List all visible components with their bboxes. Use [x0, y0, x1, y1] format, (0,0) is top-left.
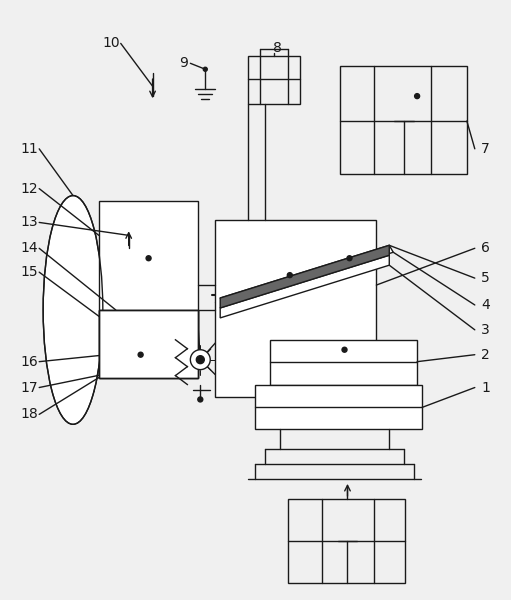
Bar	[255, 385, 422, 429]
Text: 15: 15	[20, 265, 38, 279]
Text: 6: 6	[481, 241, 490, 255]
Polygon shape	[220, 255, 389, 318]
Circle shape	[287, 272, 292, 278]
Circle shape	[414, 94, 420, 98]
Ellipse shape	[43, 196, 103, 424]
Circle shape	[342, 347, 347, 352]
Circle shape	[347, 256, 352, 261]
Text: 5: 5	[481, 271, 490, 285]
Text: 7: 7	[481, 142, 490, 156]
Bar	[99, 310, 198, 377]
Circle shape	[146, 256, 151, 261]
Text: 16: 16	[20, 355, 38, 368]
Circle shape	[138, 352, 143, 357]
Text: 4: 4	[481, 298, 490, 312]
Text: 12: 12	[20, 182, 38, 196]
Bar	[99, 310, 198, 377]
Text: 9: 9	[179, 56, 188, 70]
Text: 11: 11	[20, 142, 38, 156]
Bar	[215, 220, 376, 397]
Text: 2: 2	[481, 348, 490, 362]
Circle shape	[196, 356, 204, 364]
Bar	[270, 340, 417, 385]
Text: 10: 10	[102, 37, 120, 50]
Polygon shape	[220, 245, 389, 308]
Bar	[248, 56, 300, 104]
Text: 17: 17	[20, 380, 38, 395]
Text: 3: 3	[481, 323, 490, 337]
Text: 18: 18	[20, 407, 38, 421]
Text: 8: 8	[273, 41, 282, 55]
Bar	[339, 66, 467, 173]
Bar	[288, 499, 405, 583]
Text: 13: 13	[20, 215, 38, 229]
Text: 1: 1	[481, 380, 490, 395]
Bar	[99, 310, 198, 377]
Polygon shape	[220, 245, 393, 305]
Circle shape	[269, 283, 274, 287]
Bar	[99, 200, 198, 374]
Circle shape	[198, 397, 203, 402]
Text: 14: 14	[20, 241, 38, 255]
Circle shape	[203, 67, 207, 71]
Circle shape	[191, 350, 210, 370]
